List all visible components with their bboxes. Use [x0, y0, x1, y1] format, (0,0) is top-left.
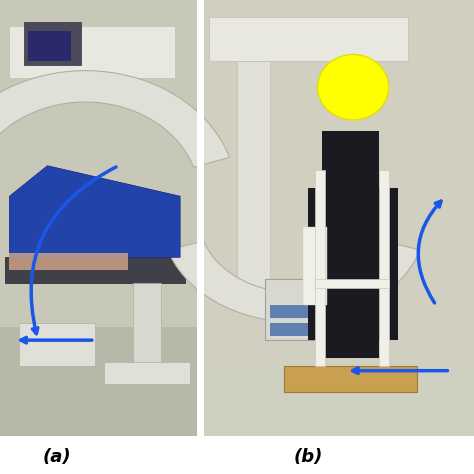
- Bar: [9, 253, 128, 270]
- Bar: [270, 323, 337, 336]
- Bar: [0, 327, 197, 436]
- Polygon shape: [0, 71, 229, 167]
- Bar: [379, 188, 398, 340]
- Bar: [24, 22, 81, 65]
- Bar: [133, 283, 161, 371]
- Bar: [5, 257, 185, 283]
- Bar: [308, 188, 327, 340]
- Bar: [315, 170, 325, 366]
- Bar: [303, 227, 327, 305]
- Bar: [322, 131, 379, 357]
- Bar: [0, 0, 197, 436]
- Bar: [237, 61, 270, 305]
- Bar: [204, 357, 474, 436]
- Bar: [204, 0, 474, 436]
- Bar: [104, 362, 190, 384]
- Circle shape: [318, 55, 389, 120]
- Bar: [265, 279, 341, 340]
- Bar: [284, 366, 417, 392]
- Bar: [19, 323, 95, 366]
- Bar: [270, 305, 337, 319]
- Bar: [209, 18, 408, 61]
- Bar: [379, 170, 389, 366]
- Text: (a): (a): [43, 448, 71, 466]
- Polygon shape: [9, 166, 180, 257]
- Bar: [9, 26, 175, 79]
- Bar: [197, 0, 204, 436]
- Text: (b): (b): [293, 448, 323, 466]
- Polygon shape: [168, 241, 420, 322]
- Bar: [28, 30, 71, 61]
- Bar: [315, 279, 389, 288]
